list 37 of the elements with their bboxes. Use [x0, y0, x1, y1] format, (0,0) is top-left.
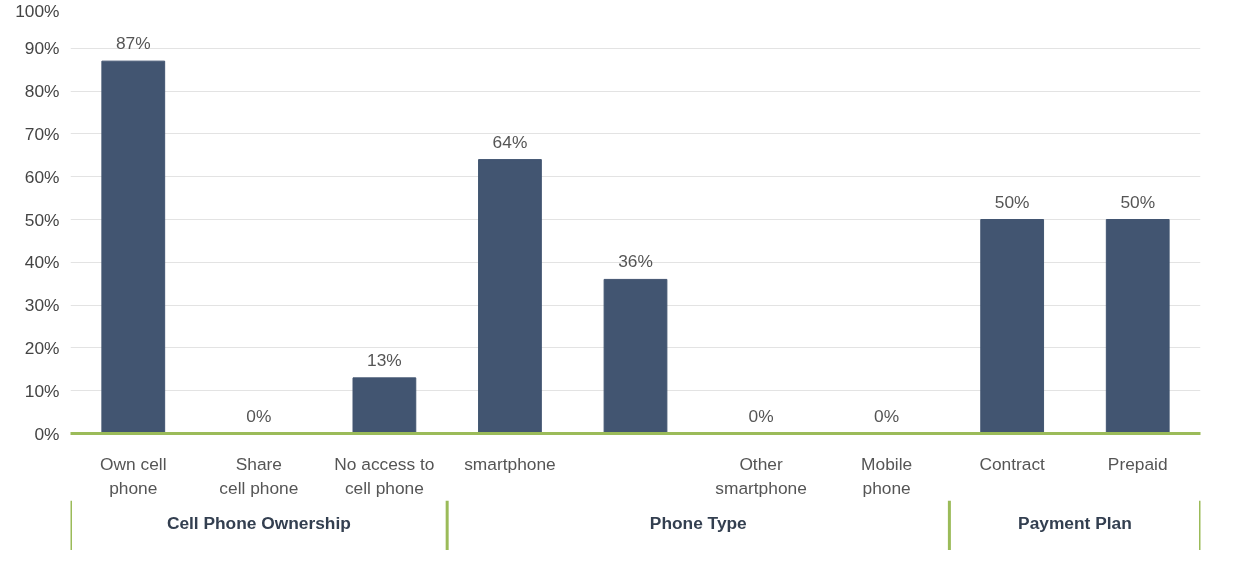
x-tick-label: No access to cell phone — [334, 453, 435, 498]
bar — [352, 377, 417, 434]
text: Payment Plan — [1018, 513, 1132, 533]
x-tick-label: Other smartphone — [715, 453, 807, 498]
y-tick-label: 30% — [24, 295, 60, 316]
data-label: 0% — [874, 405, 900, 426]
data-label: 0% — [748, 405, 774, 426]
bar — [1105, 219, 1170, 434]
y-tick-label: 40% — [24, 252, 60, 273]
y-tick-label: 10% — [24, 380, 60, 401]
data-label: 87% — [115, 33, 151, 54]
bar — [980, 219, 1045, 434]
x-tick-label: smartphone — [464, 453, 556, 474]
x-tick-label: Prepaid — [1107, 453, 1168, 474]
y-tick-label: 80% — [24, 81, 60, 102]
data-label: 50% — [1120, 191, 1156, 212]
data-label: 13% — [367, 349, 402, 370]
y-tick-label: 50% — [24, 209, 60, 230]
data-label: 36% — [618, 251, 653, 272]
data-label: 50% — [994, 191, 1030, 212]
x-tick-label: Own cell phone — [100, 453, 167, 498]
data-label: 64% — [492, 131, 528, 152]
y-tick-label: 90% — [24, 38, 60, 59]
x-tick-label: Contract — [979, 453, 1046, 474]
x-tick-label: Share cell phone — [219, 453, 299, 498]
x-tick-label: Mobile phone — [861, 453, 913, 498]
y-tick-label: 70% — [24, 123, 60, 144]
y-tick-label: 0% — [34, 423, 60, 444]
text: Phone Type — [649, 513, 748, 533]
bar — [478, 159, 542, 434]
bar — [603, 278, 668, 434]
bar — [101, 60, 166, 434]
text: Cell Phone Ownership — [166, 513, 351, 533]
y-tick-label: 20% — [24, 337, 60, 358]
y-tick-label: 60% — [24, 166, 60, 187]
y-tick-label: 100% — [15, 0, 60, 21]
data-label: 0% — [246, 405, 272, 426]
